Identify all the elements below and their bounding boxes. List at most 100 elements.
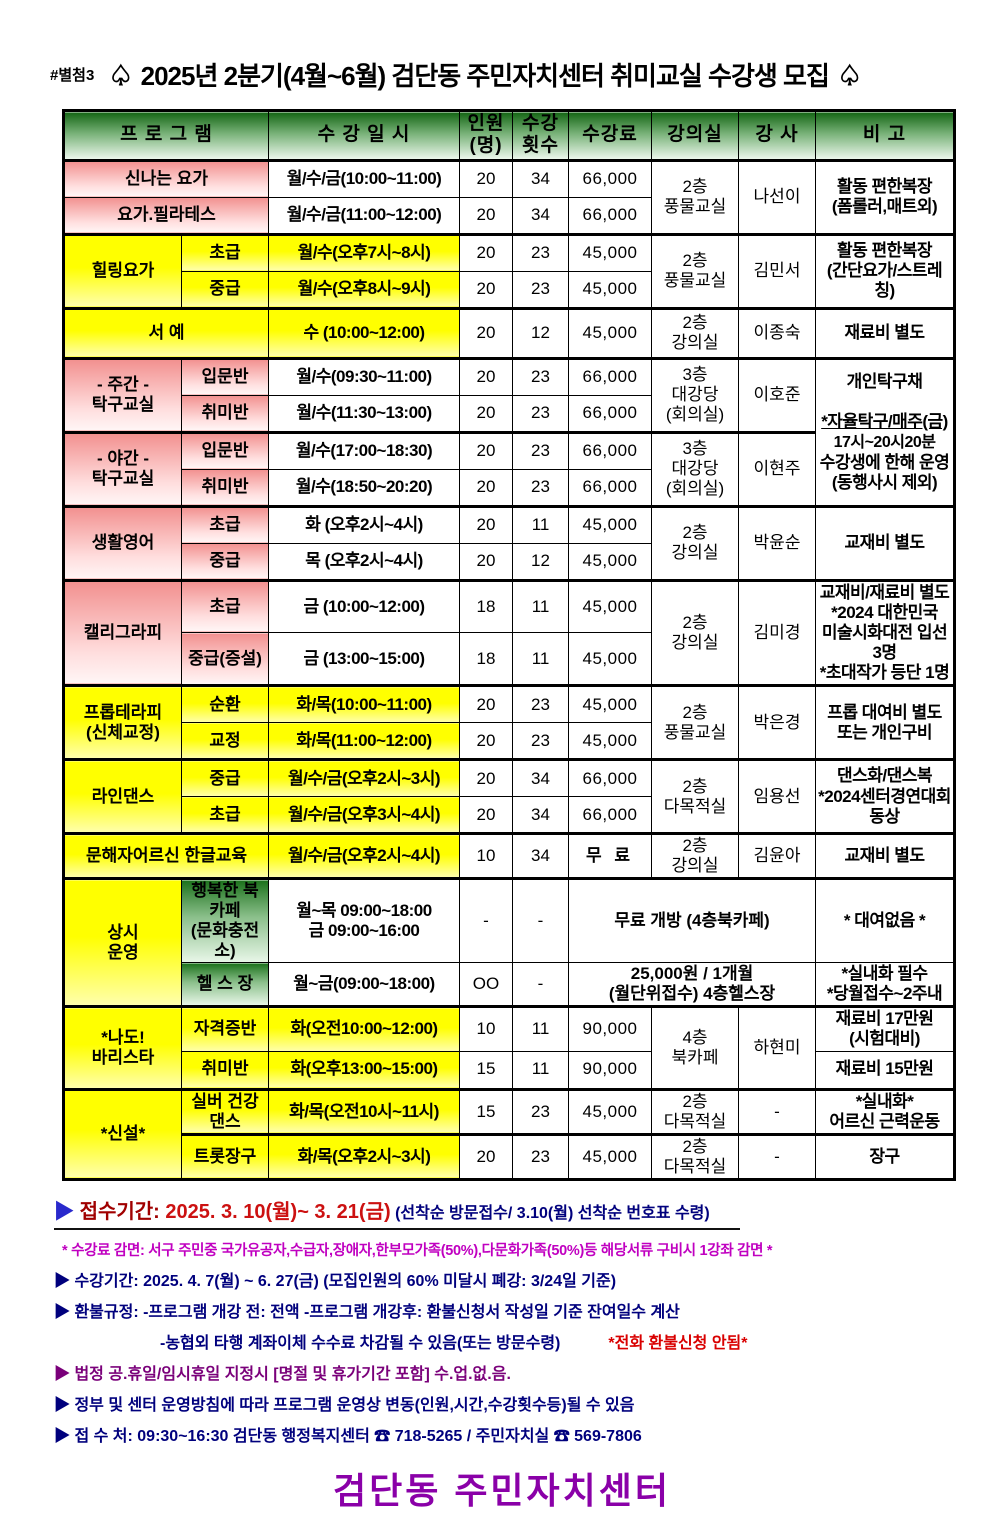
table-cell: 90,000 bbox=[568, 1050, 653, 1090]
table-cell: 취미반 bbox=[180, 468, 270, 507]
cell-text: 45,000 bbox=[582, 515, 638, 535]
table-row: - 주간 - 탁구교실 입문반 월/수(09:30~11:00) 20 23 66,000 3… bbox=[63, 356, 956, 507]
table-cell: 2층 다목적실 bbox=[651, 1087, 740, 1135]
table-cell: * 대여없음 * bbox=[815, 877, 956, 964]
table-cell: 교정 bbox=[180, 722, 270, 761]
table-cell: 개인탁구채 *자율탁구/매주(금) 17시~20시20분 수강생에 한해 운영 (동행사… bbox=[815, 356, 956, 507]
table-cell: 34 bbox=[512, 832, 570, 880]
table-cell: 금 (10:00~12:00) bbox=[268, 578, 461, 634]
table-cell: 나선이 bbox=[738, 159, 817, 235]
cell-text: 바리스타 bbox=[91, 1047, 155, 1067]
table-row: 요가.필라테스 월/수/금(11:00~12:00) 20 34 66,000 bbox=[62, 196, 955, 235]
table-cell: 프롭테라피 (신체교정) bbox=[63, 684, 182, 761]
table-cell: 무 료 bbox=[568, 832, 653, 880]
cell-text: 교재비 별도 bbox=[844, 846, 925, 866]
cell-text: 금 (13:00~15:00) bbox=[303, 648, 425, 668]
reception-date: 2025. 3. 10(월)~ 3. 21(금) bbox=[165, 1200, 391, 1223]
table-row: - 야간 - 탁구교실 입문반 월/수(17:00~18:30) 20 23 66,000 3… bbox=[63, 430, 955, 507]
cell-text: 45,000 bbox=[582, 1101, 638, 1121]
table-cell: 목 (오후2시~4시) bbox=[268, 542, 461, 581]
cell-text: 20 bbox=[476, 804, 496, 824]
cell-text: 2층 bbox=[682, 523, 708, 543]
cell-text: 45,000 bbox=[582, 694, 638, 714]
cell-text: 2층 bbox=[682, 251, 708, 271]
table-cell: 2층 강의실 bbox=[651, 832, 740, 880]
cell-text: 무료 개방 (4층북카페) bbox=[614, 911, 770, 931]
cell-text: 월/수/금(10:00~11:00) bbox=[286, 169, 442, 189]
table-cell: 김미경 bbox=[738, 578, 817, 687]
table-cell: 박은경 bbox=[738, 684, 817, 761]
cell-text: 2층 bbox=[682, 1091, 708, 1111]
cell-text: 횟수 bbox=[522, 135, 559, 157]
cell-text: 18 bbox=[476, 597, 496, 617]
column-header: 수 강 일 시 bbox=[268, 110, 461, 162]
table-cell: 4층 북카페 bbox=[651, 1005, 740, 1090]
cell-text: 20 bbox=[476, 768, 496, 788]
cell-text: 다목적실 bbox=[663, 1111, 727, 1131]
cell-text: 월/수/금(오후2시~3시) bbox=[287, 768, 441, 788]
table-row: 초급 월/수/금(오후3시~4시) 20 34 66,000 bbox=[64, 796, 955, 835]
table-row: *나도! 바리스타 자격증반 화(오전10:00~12:00) 10 11 90,000 4층… bbox=[63, 1005, 956, 1090]
cell-text: 월~금(09:00~18:00) bbox=[293, 974, 435, 994]
cell-text: 화(오전10:00~12:00) bbox=[290, 1019, 438, 1039]
cell-text: 4층 bbox=[682, 1027, 708, 1047]
cell-text: *2024센터경연대회 bbox=[818, 786, 951, 806]
table-cell: 45,000 bbox=[568, 504, 653, 544]
table-cell: *신설* bbox=[63, 1087, 182, 1180]
cell-text: 34 bbox=[531, 804, 550, 824]
cell-text: 23 bbox=[531, 243, 550, 263]
cell-text: 라인댄스 bbox=[91, 786, 155, 806]
table-cell: 20 bbox=[459, 504, 514, 544]
table-row: 신나는 요가 월/수/금(10:00~11:00) 20 34 66,000 2층 풍물교실… bbox=[62, 159, 956, 235]
table-row: 헬 스 장 월~금(09:00~18:00) OO - 25,000원 / 1개월 (월단… bbox=[64, 962, 956, 1008]
table-cell: 활동 편한복장 (간단요가/스트레칭) bbox=[815, 232, 956, 309]
cell-text: 재료비 15만원 bbox=[835, 1059, 934, 1079]
table-cell: OO bbox=[459, 962, 514, 1008]
table-cell: 20 bbox=[459, 796, 514, 835]
cell-text: 2층 bbox=[682, 177, 708, 197]
cell-text: - bbox=[537, 911, 544, 931]
cell-text: 생활영어 bbox=[91, 533, 155, 553]
table-cell: 23 bbox=[512, 1132, 570, 1180]
table-cell: 댄스화/댄스복 *2024센터경연대회 동상 bbox=[815, 758, 956, 835]
cell-text: 프롭테라피 bbox=[83, 702, 163, 722]
cell-text: 45,000 bbox=[582, 243, 638, 263]
table-cell: 이현주 bbox=[738, 430, 817, 507]
table-cell: 월/수/금(오후2시~3시) bbox=[268, 758, 461, 798]
reception-detail: (선착순 방문접수/ 3.10(월) 선착순 번호표 수령) bbox=[390, 1204, 710, 1222]
cell-text: 20 bbox=[476, 551, 496, 571]
cell-text: 45,000 bbox=[582, 551, 638, 571]
cell-text: 서 예 bbox=[148, 323, 185, 343]
cell-text: 강의실 bbox=[667, 124, 723, 146]
cell-text: 15 bbox=[476, 1059, 496, 1079]
cell-text: 34 bbox=[531, 768, 550, 788]
cell-text: 월/수(09:30~11:00) bbox=[296, 367, 432, 387]
cell-text: 상시 bbox=[107, 922, 139, 942]
cell-text: 화 (오후2시~4시) bbox=[305, 515, 423, 535]
cell-text: 34 bbox=[531, 205, 550, 225]
table-cell: 화(오전10:00~12:00) bbox=[268, 1005, 461, 1052]
table-cell: 활동 편한복장 (폼롤러,매트외) bbox=[815, 159, 956, 235]
table-cell: 12 bbox=[512, 306, 570, 359]
cell-text: 20 bbox=[476, 1146, 496, 1166]
spade-icon: ♤ bbox=[108, 60, 133, 91]
cell-text: 25,000원 / 1개월 bbox=[630, 964, 754, 984]
table-cell: 중급 bbox=[180, 270, 270, 309]
cell-text: 20 bbox=[476, 403, 496, 423]
cell-text: 활동 편한복장 bbox=[836, 177, 933, 197]
cell-text: 23 bbox=[531, 403, 550, 423]
cell-text: 23 bbox=[531, 730, 550, 750]
table-cell: 자격증반 bbox=[180, 1005, 270, 1052]
table-cell: 초급 bbox=[180, 504, 270, 544]
cell-text: 장구 bbox=[869, 1146, 900, 1166]
cell-text: 또는 개인구비 bbox=[836, 722, 933, 742]
table-cell: 20 bbox=[459, 758, 514, 798]
table-cell: 재료비 15만원 bbox=[815, 1050, 956, 1090]
table-cell: 66,000 bbox=[568, 159, 653, 198]
cell-text: 나선이 bbox=[753, 187, 801, 207]
cell-text: 풍물교실 bbox=[663, 197, 727, 217]
cell-text: 66,000 bbox=[582, 205, 638, 225]
table-cell: 신나는 요가 bbox=[62, 159, 270, 198]
table-cell: 프롭 대여비 별도 또는 개인구비 bbox=[815, 684, 956, 761]
cell-text: 월/수(11:30~13:00) bbox=[296, 403, 432, 423]
